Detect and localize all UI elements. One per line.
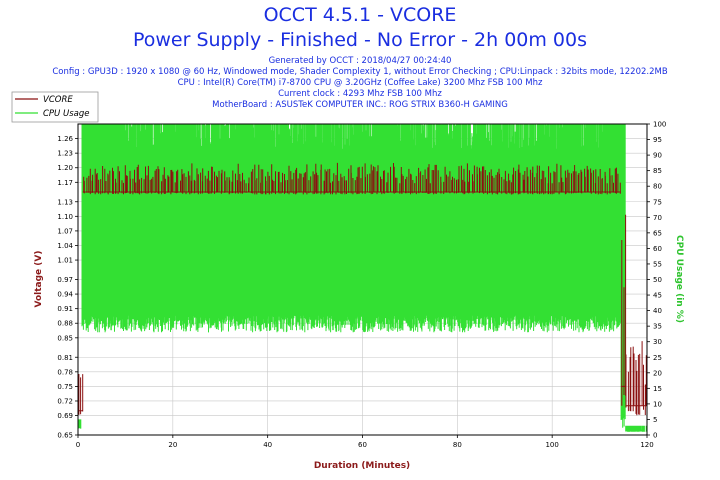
y-right-tick-label: 15 (653, 385, 662, 393)
legend: VCORE CPU Usage (11, 91, 99, 123)
legend-box (11, 91, 99, 123)
y-left-tick-label: 1.04 (57, 242, 73, 250)
x-axis-label: Duration (Minutes) (314, 461, 410, 471)
x-tick-label: 20 (168, 441, 177, 449)
vcore-line (78, 162, 647, 416)
y-left-tick-label: 0.91 (57, 305, 73, 313)
y-right-tick-label: 20 (653, 369, 662, 377)
y-left-tick-label: 1.07 (57, 227, 73, 235)
y-right-tick-label: 65 (653, 229, 662, 237)
y-left-tick-label: 0.72 (57, 397, 73, 405)
y-left-tick-label: 0.97 (57, 276, 73, 284)
y-right-tick-label: 95 (653, 136, 662, 144)
y-right-tick-label: 70 (653, 214, 662, 222)
x-tick-label: 0 (76, 441, 80, 449)
y-right-tick-label: 85 (653, 167, 662, 175)
y-left-tick-label: 0.81 (57, 354, 73, 362)
config-line: Config : GPU3D : 1920 x 1080 @ 60 Hz, Wi… (52, 67, 668, 77)
y-left-tick-label: 1.23 (57, 150, 73, 158)
y-right-tick-label: 25 (653, 354, 662, 362)
legend-label-cpu-usage: CPU Usage (43, 109, 89, 119)
y-left-tick-label: 1.20 (57, 164, 73, 172)
y-axis-right-label: CPU Usage (in %) (674, 235, 684, 323)
y-right-tick-label: 10 (653, 400, 662, 408)
y-right-tick-label: 100 (653, 121, 666, 129)
y-axis-left-label: Voltage (V) (34, 251, 44, 308)
y-left-tick-label: 0.94 (57, 291, 73, 299)
x-ticks: 0 20 40 60 80 100 120 (76, 435, 654, 449)
y-right-tick-label: 50 (653, 276, 662, 284)
y-right-tick-label: 55 (653, 260, 662, 268)
clock-line: Current clock : 4293 Mhz FSB 100 Mhz (278, 89, 442, 99)
y-right-tick-label: 35 (653, 323, 662, 331)
x-tick-label: 60 (358, 441, 367, 449)
y-left-tick-label: 0.75 (57, 383, 73, 391)
y-left-tick-label: 1.26 (57, 135, 73, 143)
chart-title: OCCT 4.5.1 - VCORE (263, 4, 457, 26)
legend-label-vcore: VCORE (43, 95, 73, 105)
y-right-tick-label: 40 (653, 307, 662, 315)
y-right-tick-label: 90 (653, 152, 662, 160)
y-right-tick-label: 60 (653, 245, 662, 253)
y-right-tick-label: 30 (653, 338, 662, 346)
y-left-tick-label: 1.01 (57, 257, 73, 265)
y-right-tick-label: 75 (653, 198, 662, 206)
y-left-tick-label: 0.69 (57, 412, 73, 420)
vcore-series (78, 162, 647, 416)
y-left-tick-label: 1.17 (57, 179, 73, 187)
y-left-tick-label: 0.65 (57, 432, 73, 440)
y-right-tick-label: 5 (653, 416, 657, 424)
y-right-tick-label: 80 (653, 183, 662, 191)
y-left-tick-label: 0.85 (57, 334, 73, 342)
y-left-tick-label: 0.78 (57, 368, 73, 376)
x-tick-label: 80 (453, 441, 462, 449)
y-right-ticks: 0 5 10 15 20 25 30 35 40 45 50 55 60 65 70 75 80 85 90 95 10… (647, 121, 666, 440)
y-left-tick-label: 1.10 (57, 213, 73, 221)
x-tick-label: 100 (545, 441, 558, 449)
y-right-tick-label: 45 (653, 292, 662, 300)
y-right-tick-label: 0 (653, 432, 657, 440)
chart-subtitle: Power Supply - Finished - No Error - 2h … (132, 29, 588, 51)
x-tick-label: 40 (263, 441, 272, 449)
motherboard-line: MotherBoard : ASUSTeK COMPUTER INC.: ROG… (212, 100, 508, 110)
y-left-tick-label: 0.88 (57, 320, 73, 328)
y-left-ticks: 0.65 0.69 0.72 0.75 0.78 0.81 0.85 0.88 0.91 0.94… (57, 135, 78, 440)
generated-line: Generated by OCCT : 2018/04/27 00:24:40 (268, 56, 452, 66)
y-left-tick-label: 1.13 (57, 198, 73, 206)
cpu-line: CPU : Intel(R) Core(TM) i7-8700 CPU @ 3.… (177, 78, 543, 88)
x-tick-label: 120 (640, 441, 653, 449)
